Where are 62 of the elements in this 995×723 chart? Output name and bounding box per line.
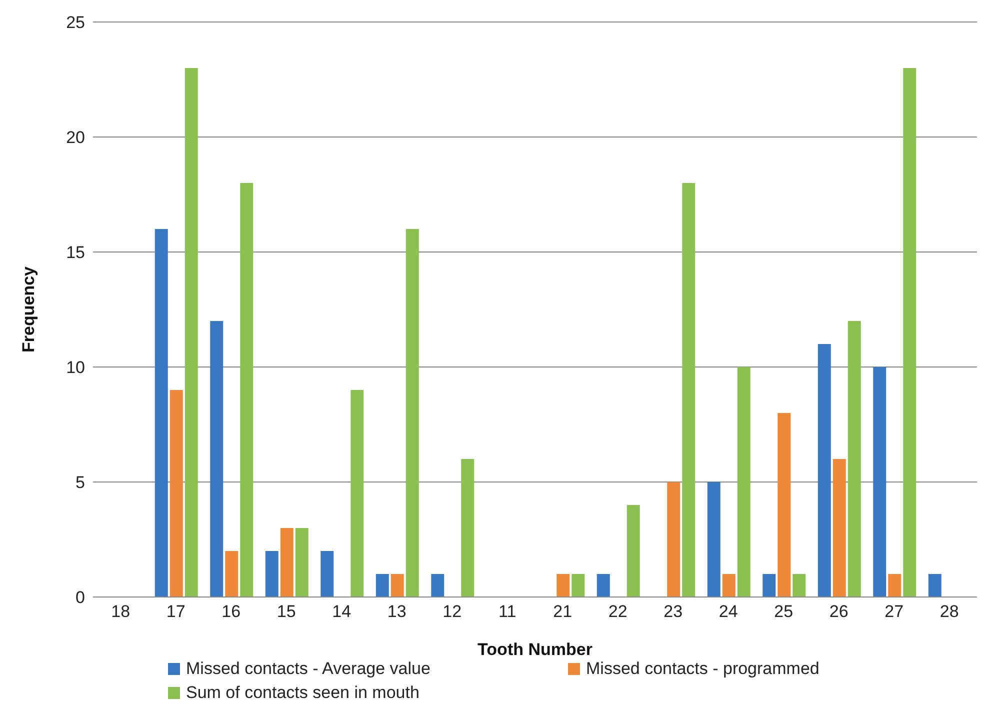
bar — [848, 321, 861, 597]
legend-label: Missed contacts - Average value — [186, 659, 430, 679]
bar — [154, 229, 168, 597]
x-tick-label: 11 — [498, 602, 516, 622]
bar — [431, 574, 444, 597]
bar — [265, 551, 278, 597]
y-tick-label: 10 — [66, 358, 85, 378]
bar — [350, 390, 364, 597]
bar — [778, 413, 791, 597]
bar — [556, 574, 570, 597]
x-tick-label: 25 — [774, 602, 794, 622]
y-axis-title: Frequency — [19, 266, 38, 352]
x-tick-label: 16 — [222, 602, 241, 622]
bar — [184, 68, 198, 597]
bar — [792, 574, 806, 597]
bar — [390, 574, 404, 597]
bar — [722, 574, 736, 597]
y-tick-label: 25 — [66, 13, 85, 32]
x-tick-label: 12 — [442, 602, 462, 622]
bar — [170, 390, 183, 597]
x-tick-label: 14 — [332, 602, 352, 622]
y-tick-label: 20 — [66, 128, 85, 148]
x-tick-label: 18 — [111, 602, 130, 622]
bar — [873, 367, 886, 597]
bar — [928, 574, 942, 597]
bar — [707, 482, 720, 597]
x-tick-label: 21 — [553, 602, 572, 622]
x-axis-title: Tooth Number — [478, 640, 593, 659]
bar — [888, 574, 902, 597]
bar — [903, 68, 916, 597]
x-tick-label: 27 — [884, 602, 904, 622]
x-tick-label: 15 — [276, 602, 296, 622]
bar — [461, 459, 474, 597]
bar — [295, 528, 308, 597]
bar — [280, 528, 294, 597]
y-tick-label: 15 — [66, 243, 85, 262]
bar — [832, 459, 846, 597]
bar — [818, 344, 831, 597]
legend-label: Missed contacts - programmed — [586, 659, 820, 679]
x-tick-label: 17 — [166, 602, 186, 622]
legend-label: Sum of contacts seen in mouth — [186, 683, 420, 703]
x-tick-label: 22 — [608, 602, 628, 622]
x-tick-label: 28 — [940, 602, 959, 622]
y-tick-label: 5 — [76, 473, 85, 492]
x-tick-label: 23 — [664, 602, 683, 622]
x-tick-label: 24 — [718, 602, 738, 622]
bar — [376, 574, 389, 597]
bar — [225, 551, 238, 597]
bar — [682, 183, 696, 597]
y-tick-label: 0 — [76, 588, 85, 608]
bar — [406, 229, 419, 597]
bar — [596, 574, 610, 597]
bar — [240, 183, 254, 597]
bar — [762, 574, 776, 597]
bar — [572, 574, 585, 597]
bar — [667, 482, 680, 597]
x-tick-label: 13 — [387, 602, 406, 622]
bar — [320, 551, 334, 597]
bar — [210, 321, 224, 597]
x-tick-label: 26 — [829, 602, 848, 622]
bar — [737, 367, 750, 597]
bar — [626, 505, 640, 597]
